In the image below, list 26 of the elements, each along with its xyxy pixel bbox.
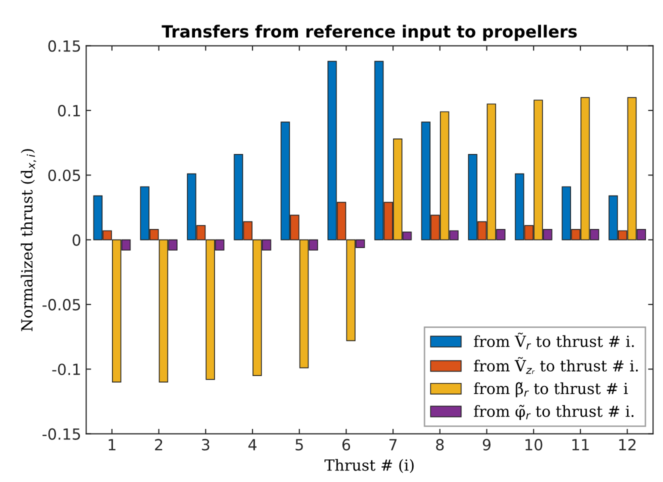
x-tick-label: 9: [482, 438, 491, 450]
chart-title: Transfers from reference input to propellers: [162, 24, 577, 41]
x-tick-label: 1: [108, 439, 116, 450]
x-tick-label: 10: [526, 438, 542, 450]
y-tick-label: 0: [72, 234, 80, 246]
x-tick-label: 6: [342, 438, 350, 450]
x-tick-label: 3: [202, 438, 210, 450]
x-tick-label: 2: [155, 438, 162, 450]
legend-label: from φ̃$_{r}$ to thrust # i.: [474, 404, 634, 420]
y-tick-label: 0.05: [48, 170, 80, 182]
y-tick-label: -0.15: [42, 428, 80, 440]
x-axis-title: Thrust # (i): [324, 459, 414, 473]
legend-label: from β̃$_{r}$ to thrust # i: [474, 382, 628, 398]
legend-label: from Ṽ$_{zᵣ}$ to thrust # i.: [474, 357, 638, 374]
legend-label: from Ṽ$_{r}$ to thrust # i.: [474, 332, 634, 350]
x-tick-label: 4: [248, 439, 257, 450]
y-tick-label: -0.05: [42, 298, 80, 310]
x-tick-label: 12: [619, 438, 636, 450]
x-tick-label: 5: [296, 439, 303, 450]
y-tick-label: 0.1: [58, 104, 80, 116]
x-tick-label: 11: [572, 439, 589, 450]
y-tick-label: -0.1: [52, 364, 80, 376]
y-tick-label: 0.15: [48, 40, 80, 52]
x-tick-label: 8: [436, 438, 444, 450]
x-tick-label: 7: [389, 439, 397, 450]
y-axis-title: Normalized thrust (d$_{x,i}$): [20, 149, 36, 332]
